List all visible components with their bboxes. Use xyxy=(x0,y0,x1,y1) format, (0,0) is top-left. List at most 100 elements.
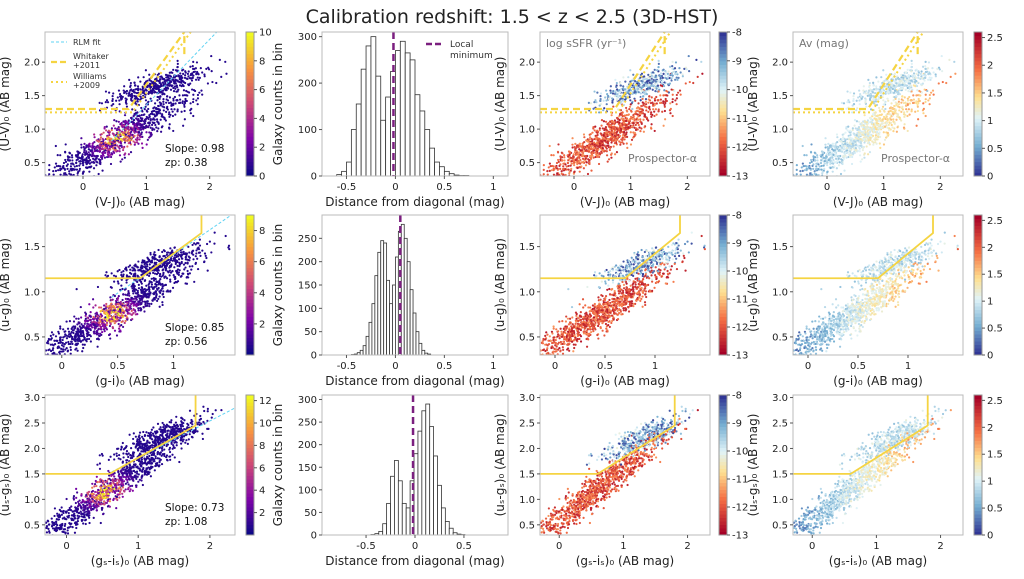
data-point xyxy=(102,151,106,154)
colorbar-swatch xyxy=(974,42,982,47)
data-point xyxy=(111,97,114,101)
colorbar-swatch xyxy=(719,89,727,94)
data-point xyxy=(886,119,889,122)
data-point xyxy=(148,73,151,76)
data-point xyxy=(104,144,108,148)
data-point xyxy=(904,80,908,83)
data-point xyxy=(888,113,891,116)
data-point xyxy=(872,88,876,91)
data-point xyxy=(598,142,601,145)
data-point xyxy=(886,90,889,93)
y-tick-label: 2.0 xyxy=(772,58,788,69)
data-point xyxy=(898,84,901,87)
data-point xyxy=(661,76,664,79)
data-point xyxy=(604,139,607,142)
data-point xyxy=(859,122,862,126)
data-point xyxy=(655,80,658,83)
legend-williams-label: Williams xyxy=(73,72,107,81)
data-point xyxy=(600,134,603,137)
colorbar-swatch xyxy=(246,107,254,112)
data-point xyxy=(628,118,631,121)
data-point xyxy=(684,66,688,69)
data-point xyxy=(556,172,559,175)
data-point xyxy=(180,80,183,83)
data-point xyxy=(165,76,168,79)
data-point xyxy=(859,160,862,163)
colorbar-swatch xyxy=(246,60,254,65)
data-point xyxy=(663,109,667,113)
data-point xyxy=(187,245,190,248)
data-point xyxy=(161,303,164,307)
data-point xyxy=(907,90,910,93)
data-point xyxy=(147,117,150,121)
data-point xyxy=(191,76,194,79)
data-point xyxy=(57,164,60,168)
data-point xyxy=(82,145,85,149)
data-point xyxy=(112,124,115,127)
histogram-bar xyxy=(385,96,391,177)
data-point xyxy=(181,101,184,105)
data-point xyxy=(128,78,131,81)
data-point xyxy=(81,172,85,175)
data-point xyxy=(83,142,86,145)
data-point xyxy=(882,131,885,134)
data-point xyxy=(592,156,595,159)
data-point xyxy=(33,187,35,189)
histogram-bar xyxy=(439,166,445,177)
data-point xyxy=(903,127,906,130)
data-point xyxy=(835,167,838,170)
colorbar-swatch xyxy=(246,150,254,155)
data-point xyxy=(198,91,201,94)
data-point xyxy=(75,161,78,164)
data-point xyxy=(122,146,125,149)
data-point xyxy=(908,113,911,116)
data-point xyxy=(618,121,621,124)
data-point xyxy=(840,101,843,104)
data-point xyxy=(553,181,555,183)
data-point xyxy=(886,97,889,100)
data-point xyxy=(628,96,631,99)
data-point xyxy=(788,185,790,187)
data-point xyxy=(118,99,121,102)
data-point xyxy=(581,157,585,160)
data-point xyxy=(605,89,608,92)
data-point xyxy=(566,184,568,186)
data-point xyxy=(132,140,135,143)
x-tick-label: 2 xyxy=(684,182,690,193)
data-point xyxy=(900,119,903,122)
data-point xyxy=(164,110,168,114)
data-point xyxy=(928,72,931,75)
data-point xyxy=(58,352,62,355)
data-point xyxy=(99,136,103,139)
data-point xyxy=(864,99,867,102)
colorbar-swatch xyxy=(246,64,254,69)
data-point xyxy=(640,111,643,114)
data-point xyxy=(624,135,627,139)
data-point xyxy=(76,153,80,157)
data-point xyxy=(876,123,879,126)
data-point xyxy=(126,126,129,129)
data-point xyxy=(622,121,625,125)
data-point xyxy=(138,128,141,131)
data-point xyxy=(136,100,139,103)
data-point xyxy=(915,101,918,105)
data-point xyxy=(850,162,854,166)
data-point xyxy=(894,85,897,89)
data-point xyxy=(843,147,846,150)
data-point xyxy=(115,120,118,123)
data-point xyxy=(183,109,186,113)
data-point xyxy=(911,88,914,91)
data-point xyxy=(886,126,889,129)
data-point xyxy=(906,97,909,100)
data-point xyxy=(825,172,829,175)
data-point xyxy=(563,156,566,159)
data-point xyxy=(914,76,917,79)
colorbar-swatch xyxy=(974,71,982,76)
data-point xyxy=(892,99,895,102)
colorbar-tick-label: 0.5 xyxy=(987,144,1003,155)
data-point xyxy=(798,182,800,184)
data-point xyxy=(110,104,113,107)
data-point xyxy=(611,92,615,95)
data-point xyxy=(894,108,897,111)
data-point xyxy=(66,350,69,353)
